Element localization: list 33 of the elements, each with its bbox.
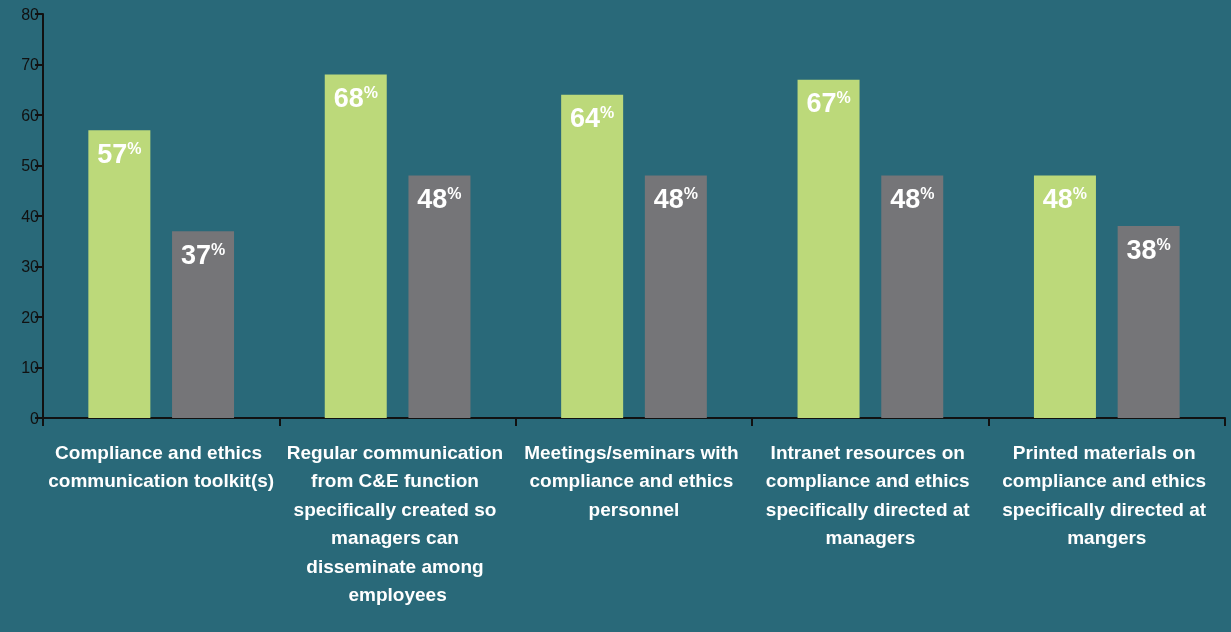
bar	[644, 175, 707, 418]
y-tick-label: 80	[21, 5, 40, 23]
data-label: 48%	[417, 184, 462, 215]
x-tick-label: Printed materials on compliance and ethics specifically directed at mangers	[1002, 441, 1212, 549]
y-tick-label: 30	[21, 258, 40, 275]
bar	[172, 231, 235, 418]
data-label: 38%	[1126, 234, 1171, 265]
data-label: 48%	[890, 184, 935, 215]
y-tick-label: 40	[21, 207, 40, 225]
data-label: 37%	[180, 239, 226, 270]
bar	[408, 175, 471, 418]
bar	[88, 130, 151, 418]
bar	[324, 74, 387, 418]
y-tick-label: 20	[21, 308, 40, 326]
x-tick-label: Compliance and ethics communication toolkit(s)	[48, 441, 275, 492]
y-tick-label: 60	[21, 106, 40, 124]
data-label: 57%	[97, 138, 142, 169]
y-tick-label: 10	[21, 359, 40, 376]
x-tick-label: Regular communication from C&E function specifically created so managers can disseminate among employees	[286, 441, 509, 606]
y-tick-label: 70	[21, 56, 40, 73]
bar	[561, 94, 624, 418]
bar	[1033, 175, 1096, 418]
data-label: 68%	[333, 83, 378, 114]
data-label: 48%	[653, 184, 698, 215]
data-label: 48%	[1042, 184, 1088, 215]
data-label: 67%	[806, 88, 851, 119]
bar	[881, 175, 944, 418]
x-tick-label: Meetings/seminars with compliance and ethics personnel	[524, 441, 744, 520]
data-label: 64%	[570, 103, 615, 134]
x-tick-label: Intranet resources on compliance and ethics specifically directed at managers	[765, 441, 975, 549]
bar	[797, 79, 860, 418]
bar	[1117, 226, 1180, 418]
y-tick-label: 50	[21, 157, 40, 174]
